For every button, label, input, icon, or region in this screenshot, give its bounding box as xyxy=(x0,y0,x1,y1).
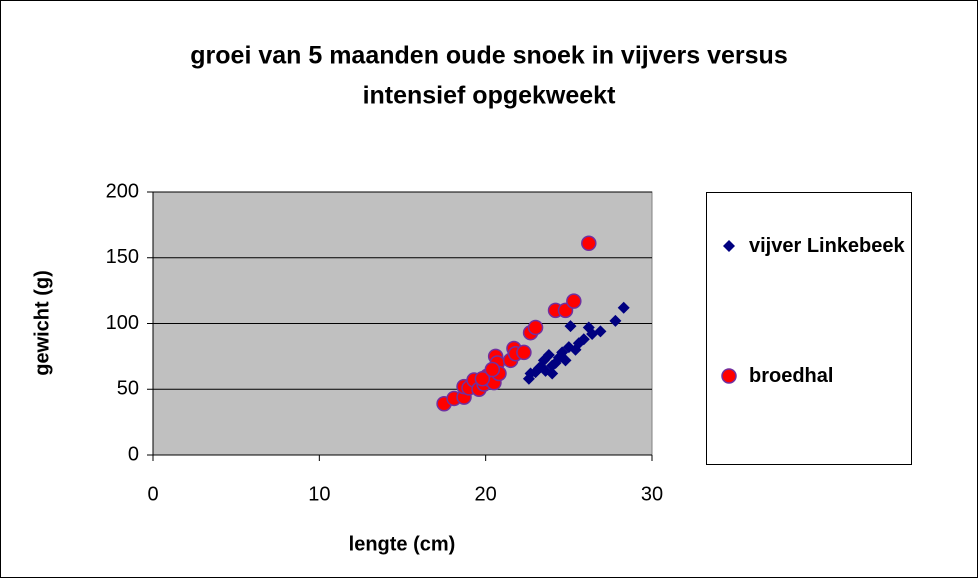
y-tick-label: 50 xyxy=(117,378,139,400)
point xyxy=(617,301,630,314)
point xyxy=(484,361,501,378)
legend-marker xyxy=(721,368,737,384)
legend-box xyxy=(706,192,912,465)
y-tick-label: 200 xyxy=(106,180,139,202)
legend-label: broedhal xyxy=(749,365,834,387)
point xyxy=(581,235,597,252)
point xyxy=(577,333,590,346)
x-axis-label: lengte (cm) xyxy=(349,533,456,555)
legend-marker xyxy=(723,240,735,252)
x-tick-label: 30 xyxy=(641,483,663,505)
point xyxy=(542,349,555,362)
point xyxy=(546,367,559,380)
point xyxy=(516,344,532,361)
y-tick-label: 100 xyxy=(106,312,139,334)
x-tick-label: 10 xyxy=(308,483,330,505)
x-tick-label: 20 xyxy=(475,483,497,505)
legend-label: vijver Linkebeek xyxy=(749,235,905,257)
point xyxy=(474,370,491,387)
point xyxy=(559,354,572,367)
chart-title: intensief opgekweekt xyxy=(363,82,617,110)
y-axis-label: gewicht (g) xyxy=(31,270,53,376)
y-tick-label: 150 xyxy=(106,246,139,268)
point xyxy=(527,319,544,336)
point xyxy=(566,293,582,309)
point xyxy=(594,325,607,338)
y-tick-label: 0 xyxy=(128,443,139,465)
x-tick-label: 0 xyxy=(147,483,158,505)
point xyxy=(546,359,559,372)
point xyxy=(609,314,622,327)
chart-title: groei van 5 maanden oude snoek in vijver… xyxy=(190,42,787,70)
point xyxy=(534,360,547,373)
point xyxy=(564,320,577,333)
